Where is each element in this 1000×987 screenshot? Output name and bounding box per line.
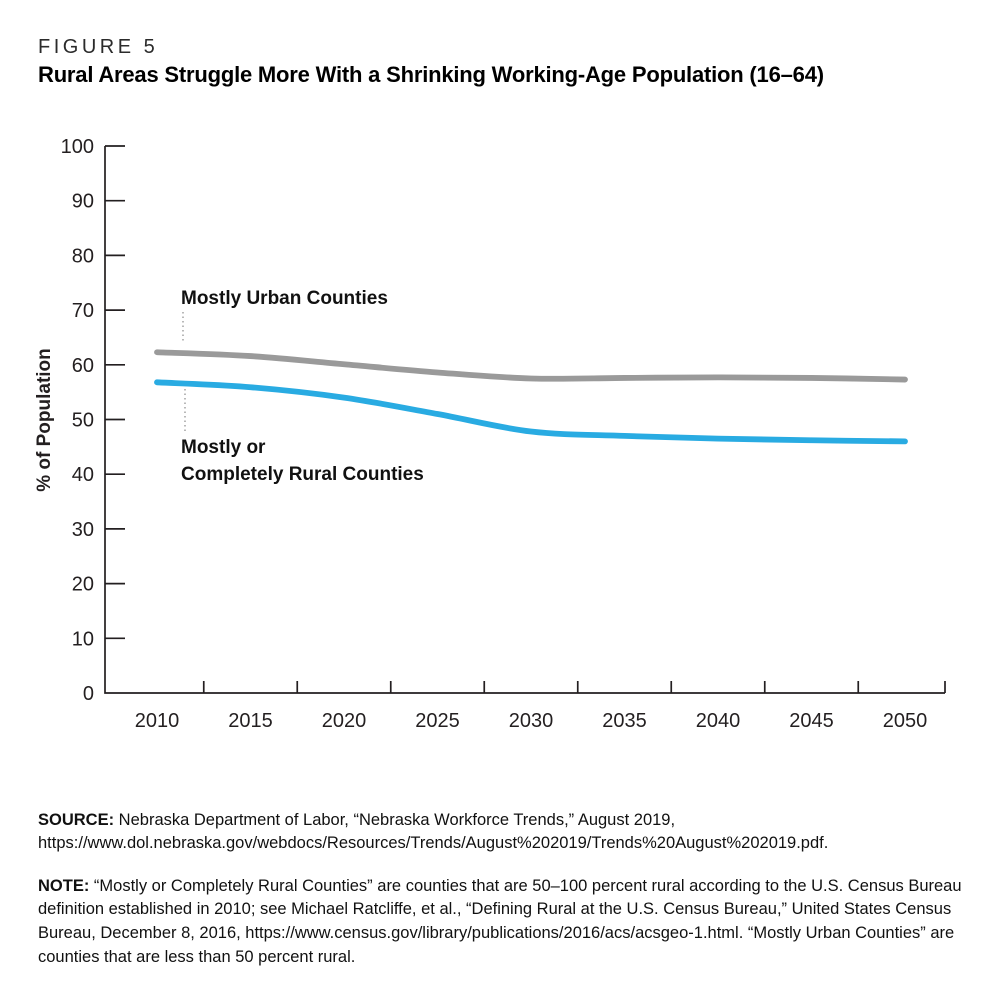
series-annotation-label-1: Mostly or bbox=[181, 437, 266, 458]
y-axis-tick-label: 60 bbox=[72, 355, 94, 377]
y-axis-tick-label: 70 bbox=[72, 300, 94, 322]
x-axis-tick-label: 2010 bbox=[135, 710, 180, 732]
source-text: Nebraska Department of Labor, “Nebraska … bbox=[38, 810, 829, 853]
figure-number-label: FIGURE 5 bbox=[38, 36, 159, 58]
y-axis-tick-label: 30 bbox=[72, 519, 94, 541]
source-note: SOURCE: Nebraska Department of Labor, “N… bbox=[38, 809, 970, 857]
x-axis-tick-label: 2050 bbox=[883, 710, 928, 732]
x-axis-tick-label: 2030 bbox=[509, 710, 554, 732]
x-axis-tick-label: 2040 bbox=[696, 710, 741, 732]
x-axis-tick-label: 2020 bbox=[322, 710, 367, 732]
series-line-1 bbox=[154, 379, 908, 445]
x-axis-tick-label: 2015 bbox=[228, 710, 273, 732]
note-text: “Mostly or Completely Rural Counties” ar… bbox=[38, 876, 962, 967]
y-axis-tick-label: 10 bbox=[72, 628, 94, 650]
y-axis-tick-label: 50 bbox=[72, 410, 94, 432]
note-label: NOTE: bbox=[38, 876, 90, 895]
line-chart-container: 0 10 20 30 40 50 60 70 80 90 100 2010 2015 2020 2025 20… bbox=[0, 130, 1000, 750]
definition-note: NOTE: “Mostly or Completely Rural Counti… bbox=[38, 875, 970, 971]
source-label: SOURCE: bbox=[38, 810, 115, 829]
y-axis-tick-label: 0 bbox=[83, 683, 94, 705]
series-line-0 bbox=[154, 349, 908, 383]
figure-title: Rural Areas Struggle More With a Shrinki… bbox=[38, 62, 824, 87]
y-axis-tick-label: 40 bbox=[72, 464, 94, 486]
y-axis-tick-label: 20 bbox=[72, 574, 94, 596]
y-axis-tick-label: 80 bbox=[72, 245, 94, 267]
y-axis-title: % of Population bbox=[34, 348, 55, 492]
x-axis-tick-label: 2035 bbox=[602, 710, 647, 732]
series-annotation-label-0: Mostly Urban Counties bbox=[181, 288, 388, 309]
y-axis-tick-label: 100 bbox=[61, 136, 94, 158]
x-axis-tick-label: 2025 bbox=[415, 710, 460, 732]
x-axis-tick-label: 2045 bbox=[789, 710, 834, 732]
series-annotation-label-1: Completely Rural Counties bbox=[181, 464, 424, 485]
y-axis-tick-label: 90 bbox=[72, 191, 94, 213]
axes bbox=[104, 146, 945, 694]
